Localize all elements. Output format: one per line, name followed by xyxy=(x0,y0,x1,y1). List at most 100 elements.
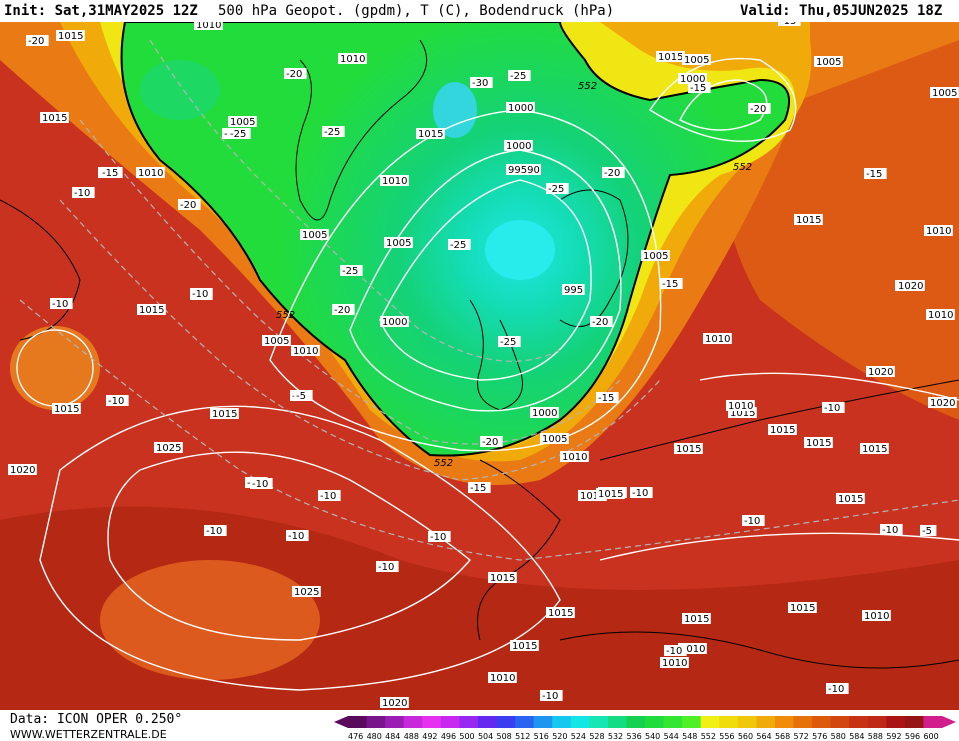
temperature-label-text: -20 xyxy=(604,168,620,179)
weather-map[interactable]: 552 552 552 552 1010 1015 1010 1005 1000 1015… xyxy=(0,22,959,710)
pressure-label-text: 1015 xyxy=(598,489,623,500)
temperature-label-box xyxy=(448,239,471,250)
temperature-label: -10 xyxy=(72,187,95,199)
isobar-1005-east xyxy=(649,57,797,142)
temperature-label-text: -10 xyxy=(824,403,840,414)
pressure-label-text: 1005 xyxy=(684,55,709,66)
pressure-label: 1025 xyxy=(154,442,183,454)
legend-swatch xyxy=(923,716,943,728)
temperature-label-text: -10 xyxy=(74,188,90,199)
pressure-label-box xyxy=(678,73,707,84)
coast-africa xyxy=(559,631,959,669)
pressure-label-text: 1025 xyxy=(294,587,319,598)
legend-swatch xyxy=(793,716,813,728)
pressure-label-box xyxy=(540,433,569,444)
temperature-label-text: -10 xyxy=(828,684,844,695)
pressure-label-box xyxy=(506,164,541,175)
temperature-label-box xyxy=(602,167,625,178)
pressure-label: 1005 xyxy=(300,229,329,241)
pressure-label-box xyxy=(788,602,817,613)
weather-map-svg: 552 552 552 552 1010 1015 1010 1005 1000 1015… xyxy=(0,22,959,710)
legend-swatch xyxy=(459,716,479,728)
pressure-label-text: 1015 xyxy=(684,614,709,625)
pressure-label-box xyxy=(814,56,843,67)
temperature-label-text: -20 xyxy=(482,437,498,448)
legend-swatch xyxy=(812,716,832,728)
temperature-label-text: -5 xyxy=(922,526,932,537)
pressure-label: 1015 xyxy=(56,30,85,42)
geopotential-552-contour xyxy=(120,22,790,457)
data-source: Data: ICON OPER 0.250° xyxy=(10,712,183,727)
temperature-label-text: -10 xyxy=(632,488,648,499)
pressure-label-text: 1005 xyxy=(542,434,567,445)
temperature-label-text: -20 xyxy=(28,36,44,47)
pressure-label: 1020 xyxy=(866,366,895,378)
pressure-label: 1005 xyxy=(228,116,257,128)
website-link[interactable]: WWW.WETTERZENTRALE.DE xyxy=(10,728,167,741)
legend-swatch xyxy=(700,716,720,728)
legend-tick-label: 492 xyxy=(422,732,437,740)
temperature-label: -10 xyxy=(50,298,73,310)
pressure-label: 1010 xyxy=(660,657,689,669)
legend-tick-label: 476 xyxy=(348,732,363,740)
temperature-label-text: -15 xyxy=(780,22,796,27)
pressure-label-box xyxy=(380,175,409,186)
temperature-label-box xyxy=(630,487,653,498)
legend-tick-label: 556 xyxy=(719,732,734,740)
pressure-label-text: 1015 xyxy=(676,444,701,455)
legend-tick-label: 504 xyxy=(478,732,493,740)
pressure-label-box xyxy=(660,657,689,668)
pressure-label-text: 1010 xyxy=(928,310,953,321)
pressure-label-text: 1015 xyxy=(490,573,515,584)
geopotential-labels: 552 552 552 552 xyxy=(276,81,752,469)
legend-swatch xyxy=(737,716,757,728)
pressure-label: 1010 xyxy=(338,53,367,65)
pressure-label-text: 1020 xyxy=(10,465,35,476)
pressure-label: 1005 xyxy=(540,433,569,445)
pressure-label: 1015 xyxy=(40,112,69,124)
pressure-label-box xyxy=(674,443,703,454)
pressure-label: 1005 xyxy=(930,87,959,99)
legend-tick-label: 560 xyxy=(738,732,753,740)
temperature-label-box xyxy=(480,436,503,447)
pressure-label-box xyxy=(154,442,183,453)
temperature-label-box xyxy=(340,265,363,276)
temperature-label-text: -15 xyxy=(102,168,118,179)
isobar-1020 xyxy=(39,405,561,691)
pressure-label: 1000 xyxy=(506,102,535,114)
pressure-label-text: 1010 xyxy=(680,644,705,655)
pressure-label-text: 1000 xyxy=(382,317,407,328)
pressure-label-box xyxy=(703,333,732,344)
legend-tick-label: 488 xyxy=(404,732,419,740)
legend-swatch xyxy=(682,716,702,728)
pressure-label-box xyxy=(682,613,711,624)
temperature-label-text: -15 xyxy=(662,279,678,290)
temperature-label-box xyxy=(178,199,201,210)
legend-tick-label: 564 xyxy=(756,732,771,740)
legend-swatch xyxy=(607,716,627,728)
pressure-label: 1000 xyxy=(678,73,707,85)
pressure-label-text: 1015 xyxy=(54,404,79,415)
legend-tick-label: 552 xyxy=(701,732,716,740)
warm-cell-west xyxy=(10,326,100,410)
temperature-label: -10 xyxy=(540,690,563,702)
pressure-label-text: 1015 xyxy=(796,215,821,226)
pressure-label-box xyxy=(380,697,409,708)
temperature-label-text: -10 xyxy=(108,396,124,407)
pressure-label-text: 1015 xyxy=(212,409,237,420)
temperature-label: -15 xyxy=(100,167,123,179)
pressure-label-text: 1005 xyxy=(302,230,327,241)
temperature-label-box xyxy=(748,103,771,114)
temperature-label: -10 xyxy=(630,487,653,499)
temperature-label-box xyxy=(72,187,95,198)
pressure-label-box xyxy=(794,214,823,225)
pressure-label-text: 1015 xyxy=(838,494,863,505)
pressure-label: 1010 xyxy=(862,610,891,622)
pressure-label-text: 1015 xyxy=(418,129,443,140)
pressure-label-box xyxy=(56,30,85,41)
pressure-label: 1010 xyxy=(560,451,589,463)
temperature-label: -10 xyxy=(318,490,341,502)
temperature-label-text: -30 xyxy=(472,78,488,89)
pressure-label-text: 1005 xyxy=(816,57,841,68)
pressure-label: 1005 xyxy=(814,56,843,68)
